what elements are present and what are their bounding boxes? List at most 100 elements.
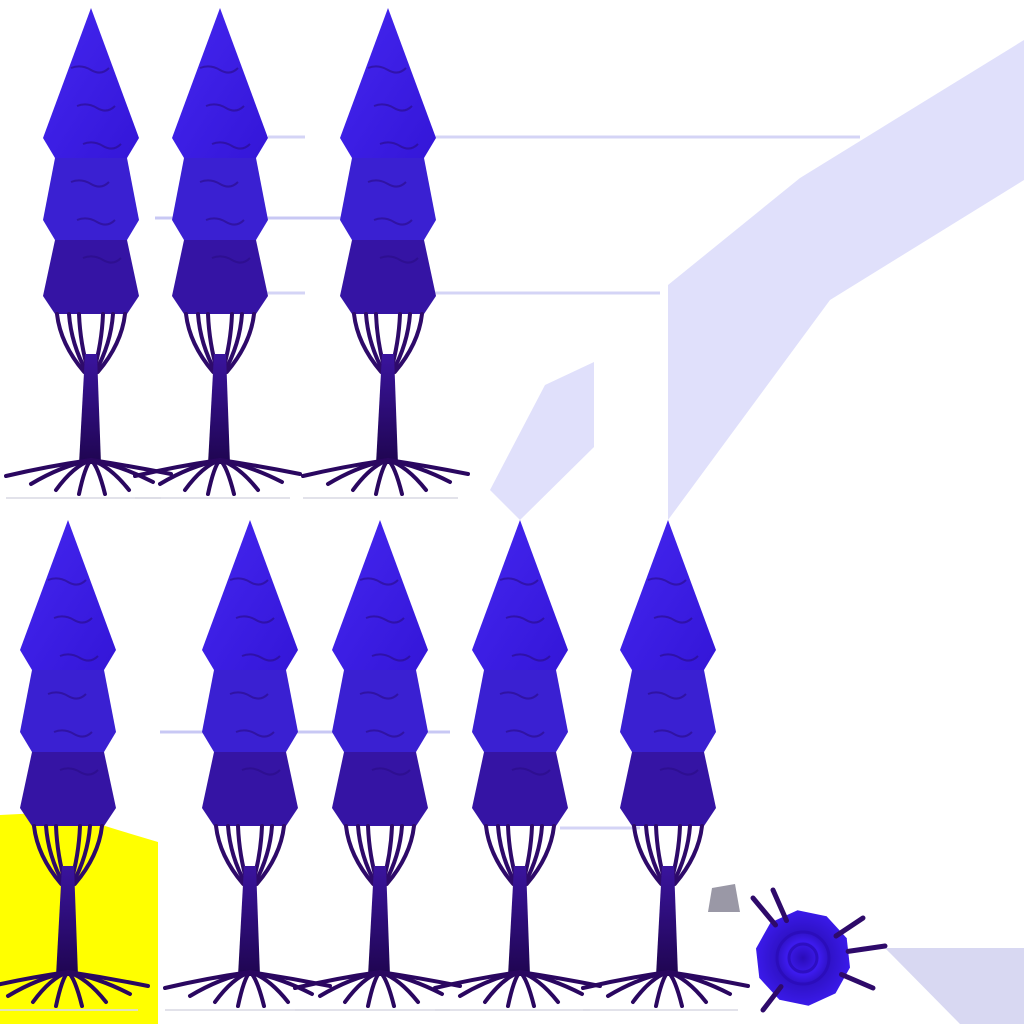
foliage-tier-middle <box>202 670 298 752</box>
tree-trunk <box>238 866 260 976</box>
bark-texture-streak <box>511 653 551 662</box>
bark-texture-streak <box>499 577 539 586</box>
bark-texture-streak <box>229 691 269 700</box>
canopy-branch <box>224 312 256 374</box>
bark-texture-streak <box>647 577 687 586</box>
foliage-tier-bottom <box>172 240 268 314</box>
bark-texture-streak <box>211 141 251 150</box>
bark-texture-streak <box>379 255 419 264</box>
bark-texture-streak <box>76 103 116 112</box>
canopy-branch <box>344 824 376 886</box>
stump-disc <box>750 887 888 1013</box>
tree-sprite <box>0 520 150 1011</box>
tree-sprite <box>293 520 462 1011</box>
foliage-tier-top <box>43 8 139 158</box>
diagonal-pale-band <box>668 40 1024 520</box>
bark-texture-streak <box>70 179 110 188</box>
foliage-tier-top <box>202 520 298 670</box>
canopy-branch <box>382 824 404 886</box>
canopy-branch <box>196 312 218 374</box>
small-pale-band <box>490 362 594 520</box>
canopy-branch <box>72 824 104 886</box>
bark-texture-streak <box>53 615 93 624</box>
foliage-tier-bottom <box>202 752 298 826</box>
tree-trunk <box>376 354 398 464</box>
bark-texture-streak <box>205 217 245 226</box>
bark-texture-streak <box>373 103 413 112</box>
bark-texture-streak <box>76 217 116 226</box>
foliage-tier-middle <box>332 670 428 752</box>
bark-texture-streak <box>647 691 687 700</box>
tree-sprite <box>4 8 173 499</box>
tree-sprite <box>301 8 470 499</box>
bark-texture-streak <box>365 729 405 738</box>
bark-texture-streak <box>205 103 245 112</box>
tree-trunk <box>56 866 78 976</box>
gray-shard <box>708 884 740 912</box>
canopy-branch <box>254 824 286 886</box>
canopy-branch <box>496 824 518 886</box>
foliage-tier-top <box>620 520 716 670</box>
canopy-branch <box>632 824 664 886</box>
canopy-branch <box>384 824 416 886</box>
tree-trunk <box>508 866 530 976</box>
tree-trunk <box>208 354 230 464</box>
stump-root <box>833 915 866 939</box>
bark-texture-streak <box>659 653 699 662</box>
bark-texture-streak <box>653 615 693 624</box>
canopy-branch <box>364 312 386 374</box>
stump-root <box>839 972 876 991</box>
canopy-branch <box>67 312 89 374</box>
foliage-tier-bottom <box>340 240 436 314</box>
pale-bands <box>155 40 1024 1024</box>
yellow-patch <box>0 812 158 1024</box>
foliage-tier-middle <box>20 670 116 752</box>
bark-texture-streak <box>365 615 405 624</box>
bark-texture-streak <box>82 255 122 264</box>
canopy-branch <box>214 824 246 886</box>
tree-root <box>218 458 302 476</box>
bark-texture-streak <box>359 577 399 586</box>
bark-texture-streak <box>229 577 269 586</box>
bark-texture-streak <box>53 729 93 738</box>
tree-sprite <box>133 8 302 499</box>
foliage-tier-bottom <box>20 752 116 826</box>
tree-root <box>248 970 332 988</box>
foliage-tier-middle <box>340 158 436 240</box>
canopy-branch <box>524 824 556 886</box>
tree-trunk <box>368 866 390 976</box>
canopy-branch <box>70 824 92 886</box>
foliage-tier-middle <box>620 670 716 752</box>
foliage-tier-bottom <box>43 240 139 314</box>
bark-texture-streak <box>499 691 539 700</box>
foliage-tier-top <box>332 520 428 670</box>
bark-texture-streak <box>241 767 281 776</box>
tree-sprite <box>581 520 750 1011</box>
bark-texture-streak <box>47 691 87 700</box>
canopy-branch <box>522 824 544 886</box>
canopy-branch <box>644 824 666 886</box>
pale-corner-band <box>885 948 1024 1024</box>
bark-texture-streak <box>367 65 407 74</box>
tree-root <box>666 970 750 988</box>
canopy-branch <box>93 312 115 374</box>
stump-root <box>750 895 778 928</box>
bark-texture-streak <box>82 141 122 150</box>
stump-root <box>760 984 784 1013</box>
bark-texture-streak <box>505 729 545 738</box>
stump-ring <box>787 942 819 974</box>
foliage-tier-middle <box>472 670 568 752</box>
canopy-branch <box>32 824 64 886</box>
bark-texture-streak <box>371 767 411 776</box>
canopy-branch <box>184 312 216 374</box>
tree-sprite <box>433 520 602 1011</box>
canopy-branch <box>672 824 704 886</box>
bark-texture-streak <box>59 767 99 776</box>
bark-texture-streak <box>373 217 413 226</box>
bark-texture-streak <box>371 653 411 662</box>
bark-texture-streak <box>235 615 275 624</box>
foliage-tier-top <box>472 520 568 670</box>
canopy-branch <box>55 312 87 374</box>
